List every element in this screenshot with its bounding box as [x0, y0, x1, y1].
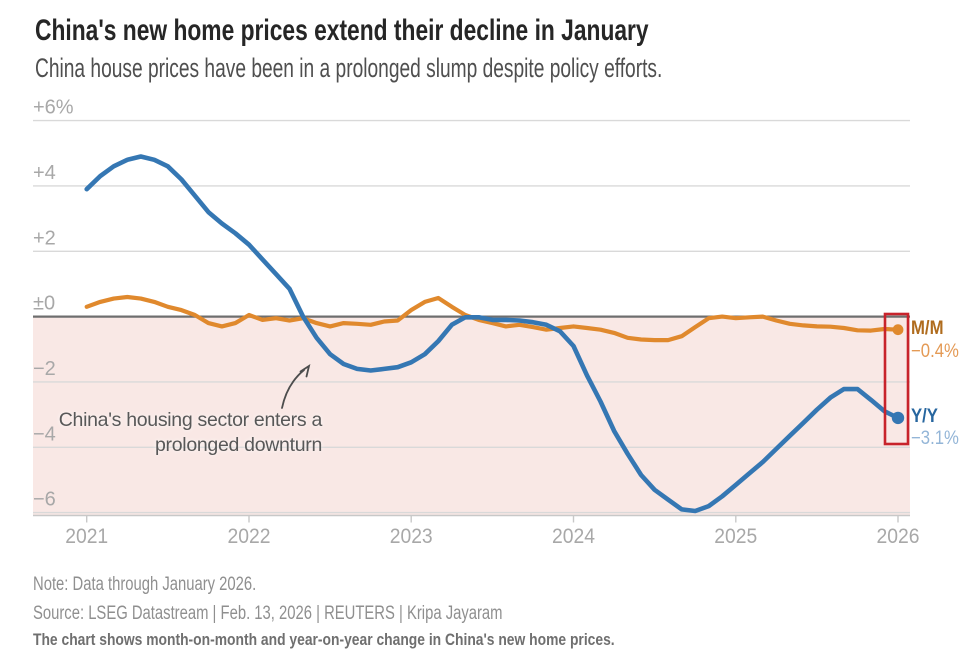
footer-source-text: Source: LSEG Datastream | Feb. 13, 2026 …	[33, 603, 503, 624]
footer-caption: The chart shows month-on-month and year-…	[33, 631, 725, 650]
x-tick-label: 2023	[390, 525, 433, 548]
series-line-mm	[84, 294, 901, 343]
annotation-arrowhead	[299, 364, 311, 378]
footer-note: Note: Data through January 2026.	[33, 574, 319, 596]
y-tick-label: −2	[33, 358, 56, 380]
chart-title: China's new home prices extend their dec…	[35, 14, 842, 48]
legend-mm-label-text: M/M	[911, 318, 944, 339]
end-dot-mm	[892, 324, 904, 336]
y-tick-label: +6%	[33, 97, 74, 119]
x-tick-label: 2024	[552, 525, 595, 548]
legend-yy-label-text: Y/Y	[911, 406, 938, 427]
end-dot-yy	[891, 411, 905, 425]
legend-yy-value-text: −3.1%	[911, 428, 959, 449]
legend-yy-value: −3.1%	[911, 428, 965, 450]
annotation-line-2: prolonged downturn	[155, 433, 322, 456]
y-tick-label: ±0	[33, 293, 55, 315]
legend-mm-value: −0.4%	[911, 341, 965, 363]
x-tick-label: 2021	[65, 525, 108, 548]
legend-mm-value-text: −0.4%	[911, 341, 959, 362]
footer-note-text: Note: Data through January 2026.	[33, 574, 257, 595]
legend-yy-label: Y/Y	[911, 406, 942, 428]
footer-caption-text: The chart shows month-on-month and year-…	[33, 631, 615, 649]
annotation-line-1: China's housing sector enters a	[58, 409, 323, 431]
chart-subtitle-text: China house prices have been in a prolon…	[35, 53, 663, 83]
x-tick-label: 2025	[714, 525, 757, 548]
chart-title-text: China's new home prices extend their dec…	[35, 14, 649, 47]
series-line-yy	[84, 154, 901, 514]
y-tick-label: −6	[33, 489, 56, 511]
chart-annotation: China's housing sector enters a prolonge…	[50, 408, 323, 457]
footer-source: Source: LSEG Datastream | Feb. 13, 2026 …	[33, 603, 635, 625]
chart-subtitle: China house prices have been in a prolon…	[35, 53, 919, 84]
legend-mm-label: M/M	[911, 318, 948, 340]
y-tick-label: −4	[33, 423, 56, 445]
highlight-box	[883, 312, 910, 446]
annotation-arrow	[281, 369, 305, 409]
x-tick-label: 2022	[228, 525, 271, 548]
y-tick-label: +4	[33, 162, 56, 184]
y-tick-label: +2	[33, 227, 56, 249]
below-zero-shading	[33, 317, 910, 516]
chart-plot-area: +6% +4 +2 ±0 −2 −4 −6 2021 2022 2023 2024 2025 2026	[33, 97, 920, 548]
x-tick-label: 2026	[877, 525, 920, 548]
